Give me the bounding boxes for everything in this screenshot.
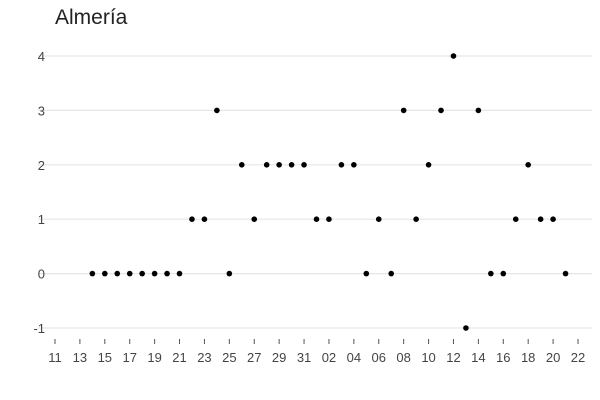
data-point xyxy=(351,162,357,168)
data-point xyxy=(114,270,121,277)
data-point xyxy=(512,216,519,222)
y-tick-label: 1 xyxy=(38,212,45,227)
data-point xyxy=(562,270,569,277)
x-tick-label: 21 xyxy=(172,350,186,365)
data-point xyxy=(363,270,370,277)
data-point xyxy=(151,270,158,277)
data-point xyxy=(176,270,183,277)
y-tick-label: 4 xyxy=(38,49,45,64)
data-points xyxy=(89,53,569,331)
data-point xyxy=(413,216,419,222)
data-point xyxy=(438,107,444,114)
data-point xyxy=(189,216,195,222)
x-tick-label: 11 xyxy=(48,350,62,365)
data-point xyxy=(301,162,307,168)
data-point xyxy=(126,270,133,277)
data-point xyxy=(139,270,145,277)
data-point xyxy=(463,325,469,331)
x-tick-label: 31 xyxy=(297,350,311,365)
data-point xyxy=(313,216,320,222)
data-point xyxy=(375,216,382,222)
x-tick-label: 15 xyxy=(98,350,112,365)
y-tick-label: 0 xyxy=(38,267,45,282)
data-point xyxy=(201,216,208,222)
data-point xyxy=(164,270,170,277)
data-point xyxy=(338,162,345,168)
y-tick-label: -1 xyxy=(33,321,45,336)
x-tick-label: 25 xyxy=(222,350,236,365)
x-tick-label: 13 xyxy=(73,350,87,365)
x-tick-label: 16 xyxy=(496,350,510,365)
data-point xyxy=(102,270,108,277)
data-point xyxy=(276,162,282,168)
x-tick-label: 08 xyxy=(396,350,410,365)
x-tick-label: 23 xyxy=(197,350,211,365)
x-tick-label: 22 xyxy=(571,350,585,365)
y-tick-label: 3 xyxy=(38,103,45,118)
y-axis-ticks: -1 0 1 2 3 4 xyxy=(33,49,45,336)
data-point xyxy=(251,216,258,222)
data-point xyxy=(89,270,96,277)
x-axis-ticks: 11 13 15 17 19 21 23 25 27 29 31 02 04 06 08 10 12 14 16 18… xyxy=(48,339,585,365)
data-point xyxy=(488,270,494,277)
x-tick-label: 17 xyxy=(122,350,136,365)
x-tick-label: 04 xyxy=(347,350,361,365)
data-point xyxy=(450,53,457,59)
data-point xyxy=(288,162,295,168)
x-tick-label: 29 xyxy=(272,350,286,365)
data-point xyxy=(425,162,432,168)
x-tick-label: 06 xyxy=(372,350,386,365)
x-tick-label: 18 xyxy=(521,350,535,365)
data-point xyxy=(537,216,544,222)
x-tick-label: 19 xyxy=(147,350,161,365)
data-point xyxy=(388,270,395,277)
data-point xyxy=(550,216,556,222)
data-point xyxy=(475,107,482,114)
data-point xyxy=(226,270,233,277)
data-point xyxy=(238,162,245,168)
data-point xyxy=(400,107,407,114)
x-tick-label: 12 xyxy=(446,350,460,365)
x-tick-label: 27 xyxy=(247,350,261,365)
x-tick-label: 20 xyxy=(546,350,560,365)
x-tick-label: 10 xyxy=(421,350,435,365)
data-point xyxy=(326,216,332,222)
data-point xyxy=(500,270,507,277)
chart-title: Almería xyxy=(55,6,128,29)
data-point xyxy=(263,162,270,168)
data-point xyxy=(214,107,220,114)
gridlines xyxy=(38,55,592,329)
data-point xyxy=(525,162,531,168)
x-tick-label: 14 xyxy=(471,350,485,365)
x-tick-label: 02 xyxy=(322,350,336,365)
y-tick-label: 2 xyxy=(38,158,45,173)
